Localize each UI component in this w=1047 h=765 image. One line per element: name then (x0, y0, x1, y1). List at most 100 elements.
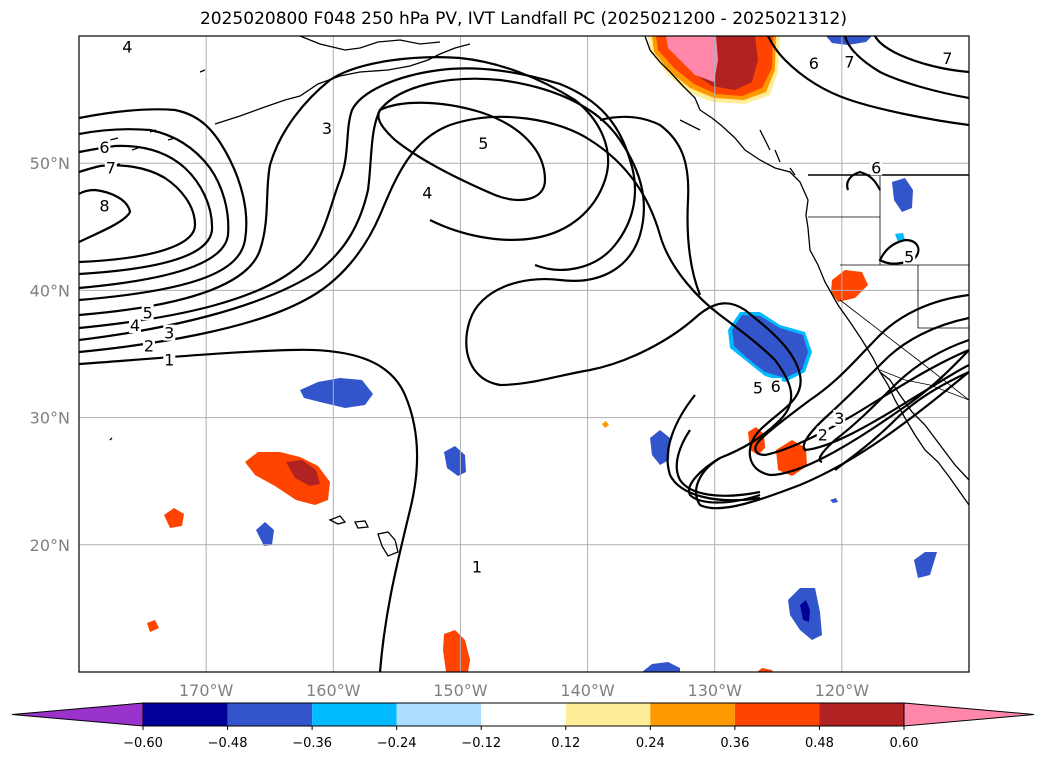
contour-label-bg (98, 138, 111, 155)
pv-contour (79, 56, 610, 317)
pv-contour (874, 36, 969, 74)
contour-label: 6 (771, 377, 781, 396)
contour-label: 3 (834, 409, 844, 428)
contour-label-bg (769, 378, 782, 395)
colorbar-segment (396, 703, 482, 726)
lon-label: 140°W (560, 681, 615, 700)
colorbar-segment (565, 703, 651, 726)
colorbar-tick-label: −0.48 (208, 736, 248, 751)
ivt-negative-region (892, 178, 913, 212)
pv-contour (834, 370, 969, 471)
pv-contour (377, 101, 547, 202)
lat-label: 40°N (30, 281, 70, 300)
contour-label-bg (104, 159, 117, 176)
contour-label-bg (141, 304, 154, 321)
ivt-positive-region (666, 36, 718, 82)
contour-label: 1 (164, 350, 174, 369)
contour-label: 2 (144, 336, 154, 355)
ivt-negative-region (650, 430, 670, 465)
map-frame (78, 35, 970, 673)
pv-contour (846, 170, 881, 191)
north-america-coastline (644, 36, 969, 506)
lon-label: 120°W (815, 681, 870, 700)
pv-contour (754, 293, 969, 457)
aleutian-coastline (214, 43, 471, 125)
colorbar-segment (227, 703, 313, 726)
contour-label: 7 (942, 49, 952, 68)
contour-label: 3 (322, 119, 332, 138)
ivt-positive-region (831, 270, 868, 302)
ivt-positive-region (602, 421, 609, 428)
pv-contour (599, 115, 702, 296)
colorbar-tick-label: 0.48 (805, 736, 834, 751)
ivt-negative-region (830, 498, 838, 503)
ivt-shading (147, 36, 937, 672)
contour-label: 4 (122, 37, 132, 56)
contour-label-bg (843, 53, 856, 70)
colorbar-tick-label: 0.60 (890, 736, 919, 751)
pv-contour (79, 77, 969, 477)
gridlines (79, 36, 969, 672)
pv-contour (79, 67, 637, 330)
contour-label-bg (903, 248, 916, 265)
colorbar-tick-label: −0.36 (292, 736, 332, 751)
ivt-negative-region (914, 552, 937, 578)
contour-label-bg (470, 558, 483, 575)
lon-label: 170°W (179, 681, 234, 700)
ivt-negative-region (642, 662, 680, 672)
colorbar-segment (481, 703, 566, 726)
colorbar: −0.60 −0.48 −0.36 −0.24 −0.12 0.12 0.24 0.36 0.4… (11, 702, 1035, 751)
ivt-negative-region (732, 315, 808, 378)
contour-label: 4 (130, 316, 140, 335)
contour-label-bg (477, 135, 490, 152)
bc-islands (679, 119, 796, 176)
ivt-positive-region (748, 427, 765, 455)
contour-label-bg (421, 184, 434, 201)
pv-contour (802, 316, 969, 452)
contour-label: 5 (904, 247, 914, 266)
colorbar-tick-label: −0.12 (461, 736, 501, 751)
colorbar-tick-label: 0.24 (636, 736, 665, 751)
contour-label: 3 (164, 324, 174, 343)
contour-label-bg (870, 159, 883, 176)
contour-label: 1 (472, 558, 482, 577)
contour-label-bg (163, 324, 176, 341)
contour-label: 5 (143, 303, 153, 322)
colorbar-tick-label: −0.60 (123, 736, 163, 751)
contour-label-bg (941, 49, 954, 66)
pv-contour (666, 394, 761, 504)
ivt-negative-region (256, 522, 274, 546)
contour-label-bg (320, 119, 333, 136)
ivt-negative-region (826, 36, 872, 45)
ivt-positive-region (443, 630, 470, 672)
pv-contour (79, 108, 248, 302)
latitude-labels: 50°N 40°N 30°N 20°N (30, 154, 70, 555)
colorbar-extend-low (11, 702, 144, 727)
pv-contour (818, 338, 969, 464)
lat-label: 20°N (30, 536, 70, 555)
ivt-positive-region (147, 620, 159, 632)
pv-contour (79, 348, 419, 672)
colorbar-tick-label: 0.36 (720, 736, 749, 751)
colorbar-segment (734, 703, 820, 726)
contour-label-bg (816, 426, 829, 443)
contour-label: 6 (99, 138, 109, 157)
colorbar-segment (143, 703, 228, 726)
colorbar-extend-high (903, 702, 1035, 727)
lat-label: 30°N (30, 409, 70, 428)
contour-label: 2 (818, 425, 828, 444)
pv-contour (79, 164, 197, 264)
contour-label: 6 (809, 54, 819, 73)
contour-label-bg (142, 337, 155, 354)
contour-label-bg (121, 38, 134, 55)
hawaii-islands (328, 515, 399, 557)
colorbar-frame (142, 702, 905, 727)
contour-label: 4 (422, 184, 432, 203)
pv-contour (878, 238, 920, 265)
colorbar-segment (312, 703, 397, 726)
contour-label-bg (751, 379, 764, 396)
contour-label-bg (833, 409, 846, 426)
contour-label: 6 (871, 158, 881, 177)
